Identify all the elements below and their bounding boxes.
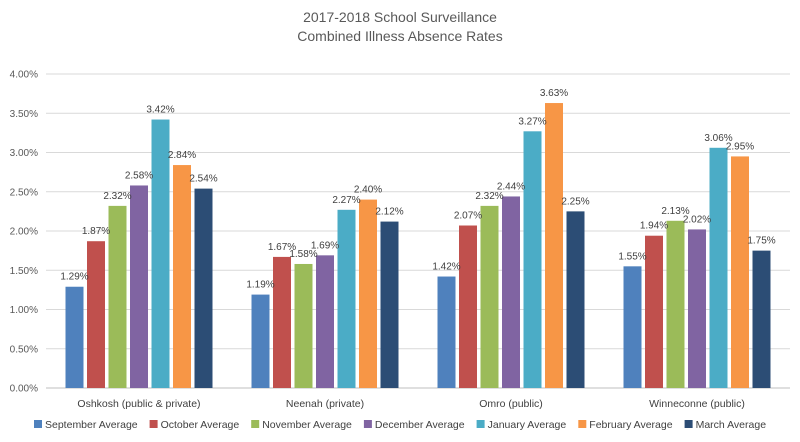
data-label: 2.02% <box>683 214 711 225</box>
y-tick-label: 1.00% <box>10 305 38 316</box>
bar <box>65 286 84 388</box>
bar <box>459 225 477 388</box>
data-label: 2.32% <box>103 191 131 202</box>
bar <box>316 255 334 388</box>
data-label: 1.69% <box>311 240 339 251</box>
data-label: 2.32% <box>475 191 503 202</box>
category-label: Neenah (private) <box>286 398 364 410</box>
y-tick-label: 3.00% <box>10 148 38 159</box>
bar <box>151 119 170 388</box>
bar <box>294 263 313 388</box>
chart-title-line-2: Combined Illness Absence Rates <box>297 28 502 44</box>
legend-label: October Average <box>161 419 240 431</box>
data-label: 1.42% <box>432 262 460 273</box>
legend-swatch <box>149 420 158 428</box>
legend-label: November Average <box>262 419 352 431</box>
bar <box>688 229 706 388</box>
data-label: 2.58% <box>125 170 153 181</box>
y-tick-label: 2.50% <box>10 187 38 198</box>
bar <box>666 220 685 388</box>
y-tick-label: 0.50% <box>10 344 38 355</box>
data-label: 1.58% <box>289 249 317 260</box>
legend-label: September Average <box>45 419 138 431</box>
data-label: 2.95% <box>726 141 754 152</box>
data-label: 2.27% <box>332 195 360 206</box>
category-label: Omro (public) <box>479 398 543 410</box>
legend-label: March Average <box>696 419 767 431</box>
data-label: 3.63% <box>540 88 568 99</box>
legend-item: January Average <box>476 419 567 431</box>
data-label: 2.12% <box>375 207 403 218</box>
legend-label: February Average <box>589 419 672 431</box>
y-tick-label: 3.50% <box>10 109 38 120</box>
bar <box>380 221 399 388</box>
bar <box>645 235 663 388</box>
data-label: 2.13% <box>661 206 689 217</box>
category-label: Winneconne (public) <box>649 398 745 410</box>
bar <box>194 188 213 388</box>
bar <box>437 276 456 388</box>
legend-swatch <box>34 420 42 428</box>
y-tick-label: 4.00% <box>10 70 38 81</box>
legend-item: September Average <box>34 419 138 431</box>
data-label: 1.67% <box>268 242 296 253</box>
legend-swatch <box>684 420 693 428</box>
data-label: 2.44% <box>497 181 525 192</box>
y-tick-label: 2.00% <box>10 227 38 238</box>
data-label: 3.06% <box>704 133 732 144</box>
bar <box>502 196 520 388</box>
data-label: 1.29% <box>60 272 88 283</box>
data-label: 2.54% <box>189 174 217 185</box>
legend-swatch <box>578 420 587 428</box>
legend-label: January Average <box>488 419 567 431</box>
bar <box>273 256 291 388</box>
bar <box>251 294 270 388</box>
y-tick-label: 0.00% <box>10 384 38 395</box>
bar <box>709 147 728 388</box>
bar <box>752 250 771 388</box>
legend-item: October Average <box>149 419 240 431</box>
legend-item: November Average <box>251 419 352 431</box>
data-label: 1.94% <box>640 221 668 232</box>
bar <box>87 241 105 388</box>
data-labels: 1.29% 1.87% 2.32% 2.58% 3.42% 2.84% 2.54% 1.19%… <box>60 88 775 291</box>
bar <box>359 199 377 388</box>
legend-item: February Average <box>578 419 673 431</box>
legend-swatch <box>363 420 372 428</box>
bar <box>545 103 563 389</box>
data-label: 2.25% <box>561 196 589 207</box>
data-label: 2.07% <box>454 211 482 222</box>
data-label: 2.84% <box>168 150 196 161</box>
bar <box>480 205 499 388</box>
bar <box>108 205 127 388</box>
legend-swatch <box>476 420 485 428</box>
x-axis-categories: Oshkosh (public & private) Neenah (privat… <box>77 398 744 410</box>
bar <box>337 209 356 388</box>
legend: September Average October Average November… <box>34 419 766 431</box>
bar <box>523 131 542 388</box>
bar <box>623 266 642 388</box>
data-label: 3.27% <box>518 116 546 127</box>
data-label: 2.40% <box>354 185 382 196</box>
bar <box>566 211 585 388</box>
bar <box>130 185 148 388</box>
data-label: 1.19% <box>246 280 274 291</box>
y-axis-ticks: 0.00% 0.50% 1.00% 1.50% 2.00% 2.50% 3.00% 3.50%… <box>10 70 38 395</box>
legend-label: December Average <box>375 419 465 431</box>
data-label: 3.42% <box>146 105 174 116</box>
gridlines <box>46 73 790 389</box>
bars <box>65 103 771 389</box>
y-tick-label: 1.50% <box>10 266 38 277</box>
bar <box>731 156 749 388</box>
data-label: 1.75% <box>747 236 775 247</box>
legend-swatch <box>251 420 260 428</box>
data-label: 1.55% <box>618 251 646 262</box>
chart-title-line-1: 2017-2018 School Surveillance <box>303 9 497 25</box>
legend-item: December Average <box>363 419 465 431</box>
data-label: 1.87% <box>82 226 110 237</box>
legend-item: March Average <box>684 419 767 431</box>
category-label: Oshkosh (public & private) <box>77 398 200 410</box>
bar <box>173 165 191 388</box>
